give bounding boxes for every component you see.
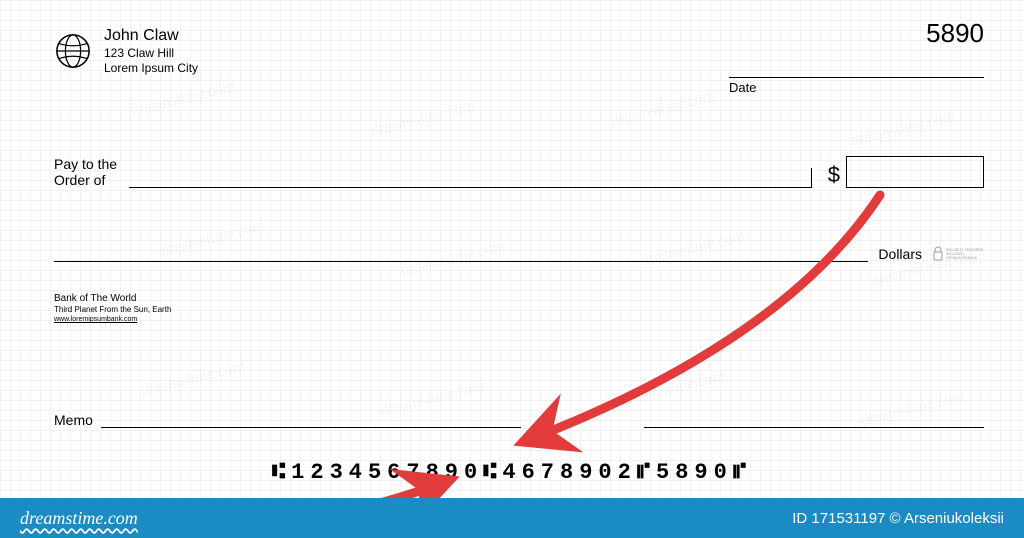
dollar-sign: $ (828, 162, 840, 188)
svg-text:DETAILS ON BACK.: DETAILS ON BACK. (946, 256, 978, 260)
check-document: dreamstime.comdreamstime.comdreamstime.c… (0, 0, 1024, 538)
dollars-written-line[interactable] (54, 244, 868, 262)
lock-icon: SECURITY FEATURES INCLUDED. DETAILS ON B… (932, 244, 984, 262)
bank-site: www.loremipsumbank.com (54, 315, 171, 324)
payto-label: Pay to the Order of (54, 156, 129, 188)
dollars-block: Dollars SECURITY FEATURES INCLUDED. DETA… (54, 244, 984, 262)
bank-address: Third Planet From the Sun, Earth (54, 305, 171, 315)
memo-block: Memo (54, 412, 521, 428)
date-line[interactable] (729, 60, 984, 78)
memo-line[interactable] (101, 412, 521, 428)
payer-text: John Claw 123 Claw Hill Lorem Ipsum City (104, 26, 198, 76)
date-block: Date (729, 60, 984, 95)
signature-line[interactable] (644, 412, 984, 428)
payer-address1: 123 Claw Hill (104, 46, 198, 61)
amount-box[interactable] (846, 156, 984, 188)
globe-icon (54, 32, 92, 70)
payer-address2: Lorem Ipsum City (104, 61, 198, 76)
bank-block: Bank of The World Third Planet From the … (54, 292, 171, 324)
payee-line[interactable] (129, 168, 812, 188)
date-label: Date (729, 80, 984, 95)
memo-label: Memo (54, 412, 93, 428)
footer-bar: dreamstime.com ID 171531197 © Arseniukol… (0, 498, 1024, 538)
payer-block: John Claw 123 Claw Hill Lorem Ipsum City (54, 26, 198, 76)
micr-line: ⑆1234567890⑆4678902⑈5890⑈ (0, 460, 1024, 485)
dollars-label: Dollars (878, 246, 922, 262)
payer-name: John Claw (104, 26, 198, 46)
payto-block: Pay to the Order of $ (54, 156, 984, 188)
footer-id: ID 171531197 © Arseniukoleksii (792, 510, 1004, 527)
check-number: 5890 (926, 18, 984, 49)
bank-name: Bank of The World (54, 292, 171, 305)
dreamstime-logo: dreamstime.com (20, 508, 138, 529)
